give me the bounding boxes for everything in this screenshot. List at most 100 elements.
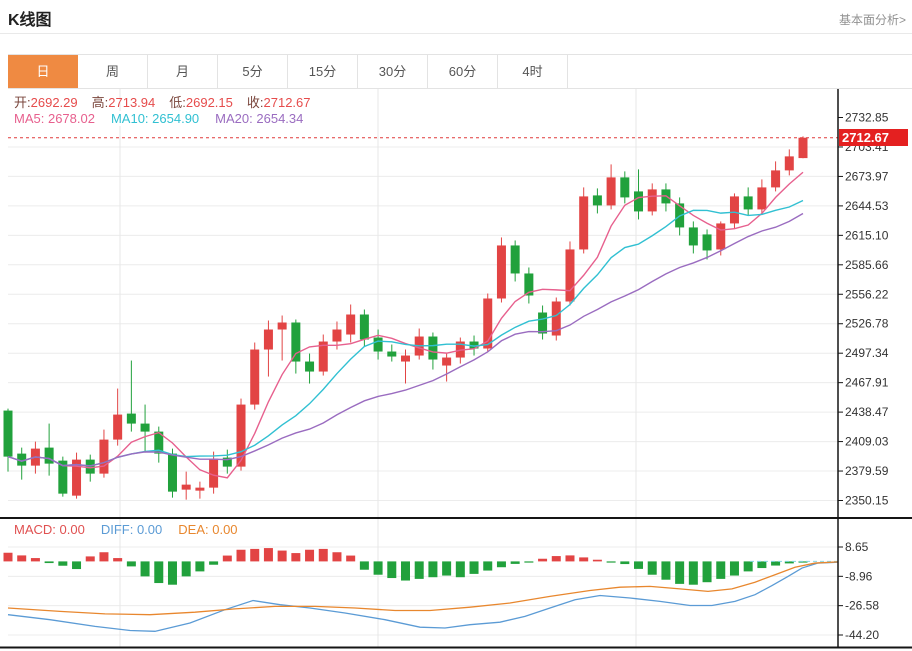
macd-value: MACD: 0.00	[14, 522, 85, 537]
macd-bar	[592, 559, 602, 562]
tab-day[interactable]: 日	[8, 55, 78, 88]
ma20-readout: MA20: 2654.34	[215, 111, 304, 126]
candle-body	[44, 447, 54, 464]
macd-bar	[661, 561, 671, 580]
macd-bar	[373, 561, 383, 575]
price-tick-label: 2556.22	[845, 287, 889, 301]
candle-body	[113, 414, 123, 440]
candle-body	[702, 234, 712, 251]
candle-body	[332, 329, 342, 342]
price-tick-label: 2732.85	[845, 111, 889, 125]
candle-body	[565, 249, 575, 302]
price-tick-label: 2615.10	[845, 228, 889, 242]
ma10-readout: MA10: 2654.90	[110, 111, 200, 126]
candle-body	[250, 349, 260, 405]
candle-body	[401, 355, 410, 362]
candle-body	[346, 314, 356, 335]
macd-bar	[647, 561, 657, 575]
macd-bar	[620, 561, 630, 565]
macd-bar	[743, 561, 753, 572]
candle-body	[551, 301, 561, 336]
price-tick-label: 2497.34	[845, 346, 889, 360]
close-value: 2712.67	[263, 95, 311, 110]
candle-body	[634, 191, 644, 212]
candle-body	[195, 487, 205, 491]
macd-bar	[85, 556, 95, 562]
candle-body	[181, 484, 191, 490]
candle-body	[154, 431, 164, 454]
macd-bar	[675, 561, 685, 584]
tab-30min[interactable]: 30分	[358, 55, 428, 88]
tab-week[interactable]: 周	[78, 55, 148, 88]
candle-body	[442, 357, 452, 366]
tab-5min[interactable]: 5分	[218, 55, 288, 88]
macd-bar	[702, 561, 712, 583]
macd-bar	[126, 561, 136, 567]
ma5-readout: MA5: 2678.02	[14, 111, 95, 126]
fundamental-analysis-link[interactable]: 基本面分析>	[838, 13, 906, 27]
macd-bar	[250, 548, 260, 562]
macd-bar	[729, 561, 739, 576]
tab-month[interactable]: 月	[148, 55, 218, 88]
ohlc-readout: 开:2692.29 高:2713.94 低:2692.15 收:2712.67	[14, 92, 325, 111]
macd-bar	[99, 552, 109, 562]
ma20-line	[7, 212, 804, 467]
macd-bar	[209, 561, 219, 565]
macd-bar	[798, 561, 808, 563]
candle-body	[85, 459, 95, 474]
candle-body	[305, 361, 315, 372]
price-tick-label: 2585.66	[845, 258, 889, 272]
tab-15min[interactable]: 15分	[288, 55, 358, 88]
candle-body	[236, 404, 246, 467]
macd-bar	[634, 561, 644, 569]
candle-body	[3, 410, 13, 457]
candle-body	[140, 423, 150, 432]
price-tick-label: 2673.97	[845, 169, 889, 183]
close-label: 收:	[246, 95, 264, 110]
price-tick-label: 2438.47	[845, 405, 889, 419]
macd-bar	[538, 558, 548, 562]
ma-readout: MA5: 2678.02 MA10: 2654.90 MA20: 2654.34	[14, 111, 304, 126]
macd-bar	[30, 558, 40, 562]
candle-body	[277, 322, 287, 330]
candle-body	[496, 245, 506, 299]
candle-body	[222, 457, 232, 467]
candle-body	[579, 196, 589, 250]
candle-body	[592, 195, 602, 206]
ma10-line	[7, 199, 804, 467]
candle-body	[209, 458, 219, 488]
macd-bar	[455, 561, 465, 578]
diff-value: DIFF: 0.00	[100, 522, 163, 537]
ma5-line	[7, 171, 804, 479]
macd-bar	[757, 561, 767, 569]
candle-body	[771, 170, 781, 188]
macd-readout: MACD: 0.00 DIFF: 0.00 DEA: 0.00	[14, 522, 238, 537]
page-title: K线图	[8, 12, 52, 29]
candle-body	[688, 227, 698, 246]
price-tick-label: 2526.78	[845, 317, 889, 331]
macd-bar	[263, 548, 273, 562]
candle-body	[469, 341, 479, 349]
macd-bar	[140, 561, 150, 577]
macd-tick-label: 8.65	[845, 540, 869, 554]
macd-bar	[469, 561, 479, 574]
low-label: 低:	[169, 95, 186, 110]
candle-body	[757, 187, 767, 210]
macd-bar	[291, 553, 301, 562]
macd-bar	[401, 561, 410, 581]
macd-bar	[195, 561, 205, 572]
candle-body	[263, 329, 273, 350]
high-label: 高:	[91, 95, 109, 110]
macd-bar	[359, 561, 369, 570]
current-price-tag: 2712.67	[839, 129, 908, 146]
candle-body	[538, 312, 548, 334]
candle-body	[291, 322, 301, 362]
candle-body	[716, 223, 726, 250]
tab-60min[interactable]: 60分	[428, 55, 498, 88]
macd-bar	[113, 558, 123, 562]
dea-value: DEA: 0.00	[178, 522, 238, 537]
tab-4hour[interactable]: 4时	[498, 55, 568, 88]
candle-body	[647, 189, 657, 212]
macd-bar	[414, 561, 424, 579]
